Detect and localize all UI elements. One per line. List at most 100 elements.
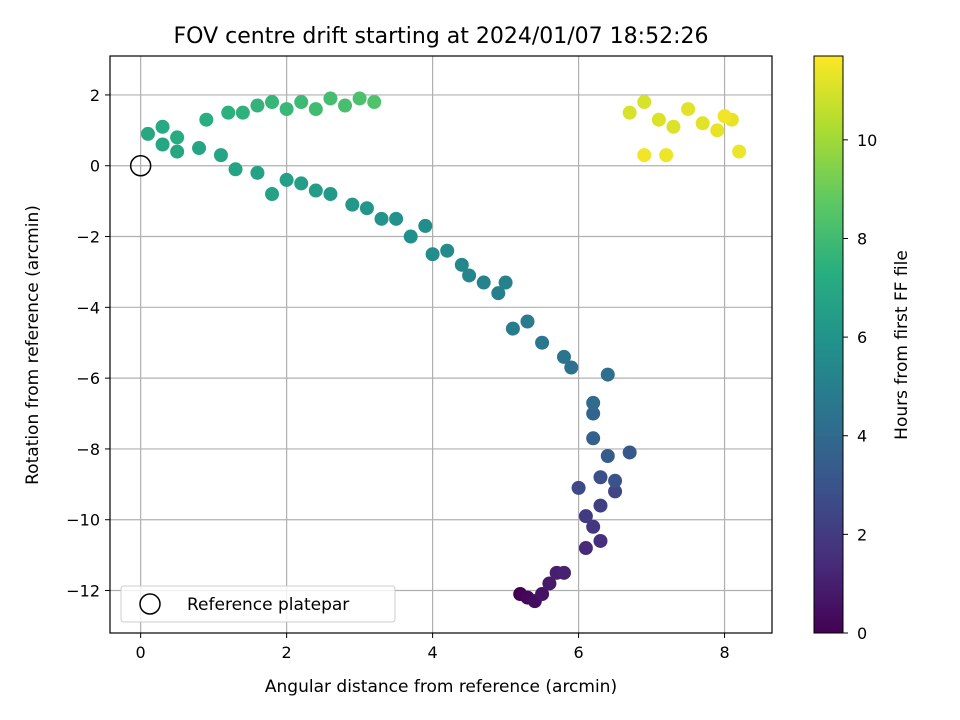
data-point [593, 498, 608, 513]
data-point [732, 144, 747, 159]
data-point [586, 519, 601, 534]
colorbar-tick-label: 2 [857, 525, 867, 544]
data-point [323, 91, 338, 106]
data-point [308, 102, 323, 117]
data-point [250, 165, 265, 180]
data-point [666, 119, 681, 134]
data-point [586, 395, 601, 410]
reference-marker-layer [129, 154, 152, 177]
data-point [600, 367, 615, 382]
data-point [578, 541, 593, 556]
data-point [265, 95, 280, 110]
y-tick-label: −2 [76, 228, 100, 247]
legend-box [120, 585, 396, 623]
data-point [651, 112, 666, 127]
data-point [235, 105, 250, 120]
data-point [586, 406, 601, 421]
data-point [454, 257, 469, 272]
x-axis-ticks: 0 2 4 6 8 [136, 633, 730, 662]
y-tick-label: −8 [76, 440, 100, 459]
data-point [600, 449, 615, 464]
data-point [695, 116, 710, 131]
y-tick-label: −6 [76, 369, 100, 388]
data-point [221, 105, 236, 120]
data-point [279, 172, 294, 187]
data-point [717, 109, 732, 124]
x-tick-label: 4 [428, 643, 438, 662]
data-point [505, 321, 520, 336]
data-point [593, 533, 608, 548]
colorbar [813, 55, 844, 634]
data-point [279, 102, 294, 117]
y-axis-label: Rotation from reference (arcmin) [23, 205, 43, 485]
data-point [681, 102, 696, 117]
data-point [462, 268, 477, 283]
data-point [425, 247, 440, 262]
data-point [338, 98, 353, 113]
data-point [491, 286, 506, 301]
data-point [294, 176, 309, 191]
y-tick-label: −10 [66, 511, 100, 530]
colorbar-tick-label: 4 [857, 427, 867, 446]
y-axis-ticks: 2 0 −2 −4 −6 −8 −10 −12 [66, 86, 110, 601]
y-tick-label: 2 [90, 86, 100, 105]
colorbar-tick-label: 6 [857, 328, 867, 347]
data-point [374, 211, 389, 226]
data-point [564, 360, 579, 375]
legend: Reference platepar [120, 585, 396, 623]
x-axis-label: Angular distance from reference (arcmin) [265, 677, 617, 697]
colorbar-tick-label: 8 [857, 229, 867, 248]
data-point [140, 126, 155, 141]
data-point [323, 187, 338, 202]
colorbar-ticks: 0 2 4 6 8 10 [843, 131, 877, 643]
data-point [250, 98, 265, 113]
grid-lines [110, 56, 772, 633]
data-point [170, 130, 185, 145]
data-point [440, 243, 455, 258]
data-point [622, 445, 637, 460]
y-tick-label: 0 [90, 157, 100, 176]
data-point [403, 229, 418, 244]
data-point [359, 201, 374, 216]
data-point [265, 187, 280, 202]
data-point [586, 431, 601, 446]
data-point [608, 473, 623, 488]
colorbar-tick-label: 10 [857, 131, 877, 150]
data-point [556, 349, 571, 364]
data-point [608, 484, 623, 499]
data-point [213, 148, 228, 163]
x-tick-label: 0 [136, 643, 146, 662]
data-point [556, 565, 571, 580]
reference-point-marker [129, 154, 152, 177]
data-point [622, 105, 637, 120]
data-point [352, 91, 367, 106]
y-tick-label: −4 [76, 298, 100, 317]
x-tick-label: 8 [719, 643, 729, 662]
data-point [192, 141, 207, 156]
data-point [170, 144, 185, 159]
data-point [308, 183, 323, 198]
data-point [535, 587, 550, 602]
y-tick-label: −12 [66, 582, 100, 601]
data-point [535, 335, 550, 350]
x-tick-label: 6 [573, 643, 583, 662]
data-point [542, 576, 557, 591]
data-point [155, 137, 170, 152]
data-point [418, 218, 433, 233]
data-point [228, 162, 243, 177]
colorbar-label: Hours from first FF file [892, 250, 912, 440]
data-point [520, 314, 535, 329]
colorbar-tick-label: 0 [857, 624, 867, 643]
x-tick-label: 2 [282, 643, 292, 662]
data-point [498, 275, 513, 290]
data-point [593, 470, 608, 485]
data-point [637, 95, 652, 110]
data-point [294, 95, 309, 110]
plot-area-frame [109, 55, 773, 634]
data-point [199, 112, 214, 127]
chart-title: FOV centre drift starting at 2024/01/07 … [174, 24, 709, 49]
data-point [367, 95, 382, 110]
data-point [710, 123, 725, 138]
data-point [345, 197, 360, 212]
